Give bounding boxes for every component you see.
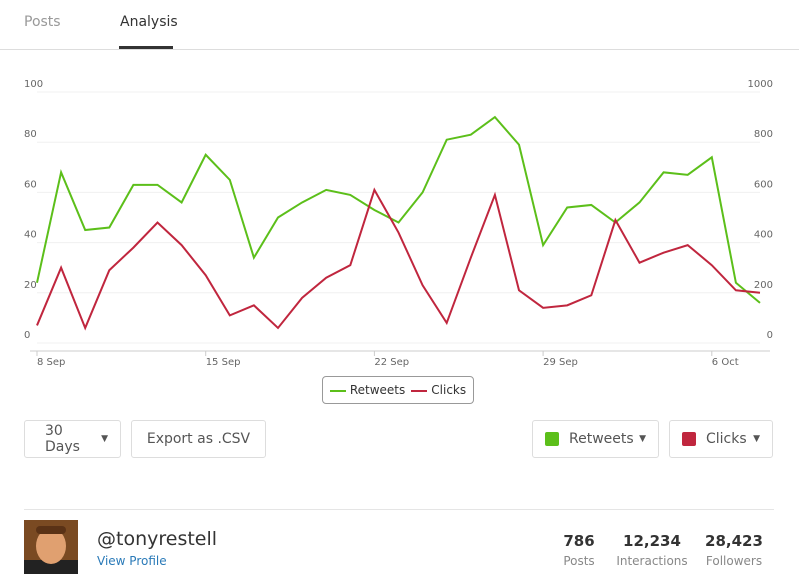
tab[interactable]: Posts: [24, 14, 61, 30]
stat-value: 786: [563, 532, 595, 550]
avatar[interactable]: [24, 520, 78, 574]
y2-tick-label: 600: [754, 179, 773, 190]
divider: [24, 509, 774, 510]
swatch: [682, 432, 696, 446]
y-tick-label: 40: [24, 230, 37, 241]
stat-value: 12,234: [623, 532, 681, 550]
legend-swatch: [329, 389, 346, 392]
y-tick-label: 0: [24, 330, 30, 341]
x-tick-label: 22 Sep: [374, 357, 409, 368]
y2-tick-label: 1000: [748, 79, 773, 90]
y-tick-label: 100: [24, 79, 43, 90]
legend: Retweets Clicks: [322, 376, 474, 404]
stat: 786 Posts: [556, 532, 602, 568]
caret: ▼: [753, 434, 760, 444]
divider: [0, 49, 799, 50]
legend-item[interactable]: Clicks: [411, 383, 466, 397]
stat: 28,423 Followers: [702, 532, 766, 568]
y2-tick-label: 200: [754, 280, 773, 291]
y2-tick-label: 800: [754, 129, 773, 140]
y-tick-label: 20: [24, 280, 37, 291]
label: Clicks: [706, 431, 747, 447]
tab[interactable]: Analysis: [120, 14, 178, 30]
y2-tick-label: 0: [767, 330, 773, 341]
legend-label: Retweets: [349, 383, 406, 397]
export-button[interactable]: Export as .CSV: [131, 420, 266, 458]
series-line: [36, 115, 761, 304]
stat-label: Posts: [563, 554, 595, 568]
stat-label: Followers: [705, 554, 763, 568]
stat-label: Interactions: [616, 554, 688, 568]
caret: ▼: [101, 434, 108, 444]
stat-value: 28,423: [705, 532, 763, 550]
handle: @tonyrestell: [97, 528, 218, 550]
stat: 12,234 Interactions: [612, 532, 692, 568]
x-tick-label: 8 Sep: [37, 357, 65, 368]
tab-underline: [119, 46, 173, 49]
x-tick-label: 29 Sep: [543, 357, 578, 368]
y-tick-label: 80: [24, 129, 37, 140]
series-line: [36, 187, 761, 331]
legend-item[interactable]: Retweets: [329, 383, 406, 397]
swatch: [545, 432, 559, 446]
y2-tick-label: 400: [754, 230, 773, 241]
label: Retweets: [569, 431, 634, 447]
label: 30 Days: [45, 423, 80, 455]
series-dropdown[interactable]: Retweets ▼: [532, 420, 659, 458]
label: Export as .CSV: [146, 431, 251, 447]
caret: ▼: [639, 434, 646, 444]
profile-link[interactable]: View Profile: [97, 554, 167, 568]
range-dropdown[interactable]: 30 Days ▼: [24, 420, 121, 458]
y-tick-label: 60: [24, 179, 37, 190]
x-tick-label: 6 Oct: [712, 357, 739, 368]
series-dropdown[interactable]: Clicks ▼: [669, 420, 773, 458]
legend-label: Clicks: [431, 383, 467, 397]
legend-swatch: [411, 389, 428, 392]
x-tick-label: 15 Sep: [206, 357, 241, 368]
